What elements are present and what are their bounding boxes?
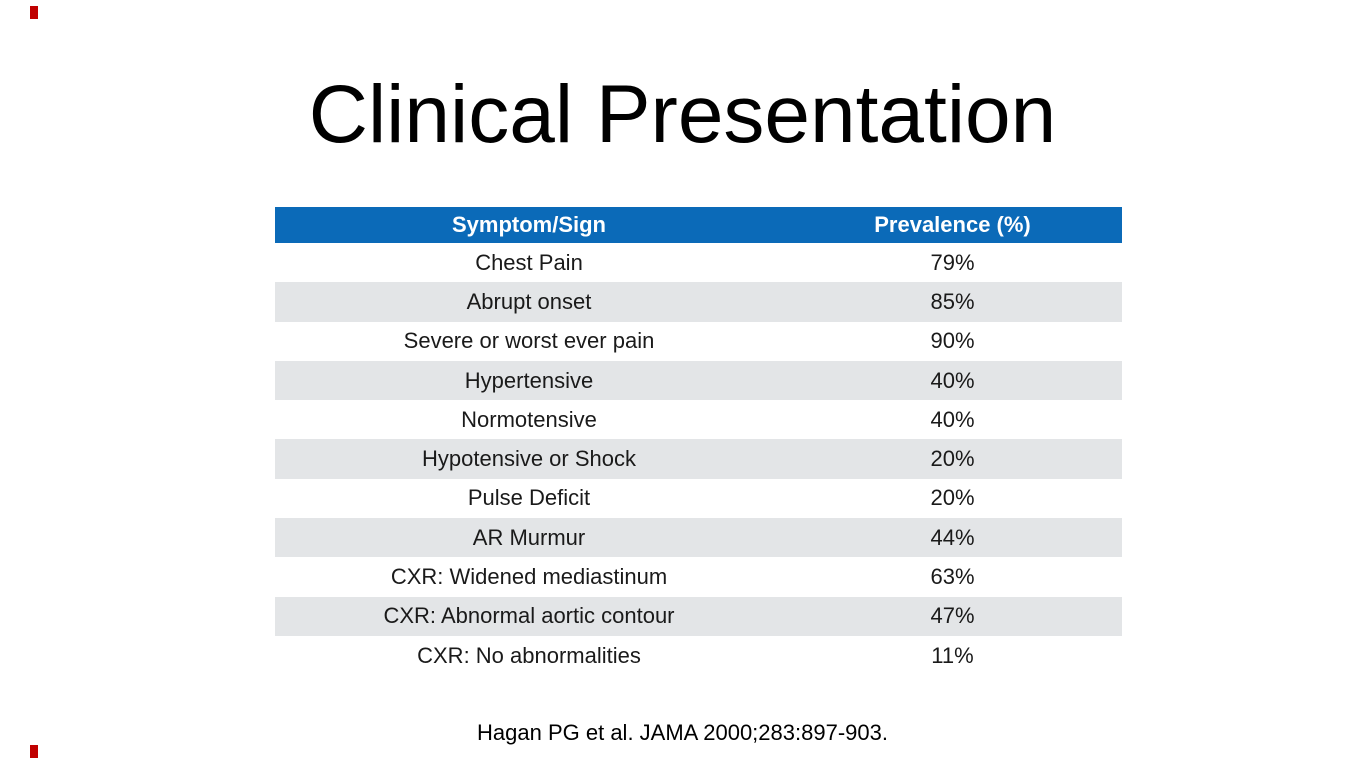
prevalence-cell: 44% xyxy=(930,524,975,550)
prevalence-cell: 85% xyxy=(930,288,975,314)
table-row: CXR: Widened mediastinum 63% xyxy=(275,557,1122,597)
table-row: CXR: Abnormal aortic contour 47% xyxy=(275,596,1122,636)
symptom-cell: Severe or worst ever pain xyxy=(403,328,655,354)
symptom-cell: AR Murmur xyxy=(472,524,586,550)
slide-border-mark-top xyxy=(30,6,38,19)
symptom-cell: CXR: No abnormalities xyxy=(417,642,641,668)
column-header-prevalence: Prevalence (%) xyxy=(874,212,1031,237)
table-row: Hypertensive 40% xyxy=(275,360,1122,401)
prevalence-cell: 11% xyxy=(931,642,974,668)
symptom-cell: Hypotensive or Shock xyxy=(422,446,636,472)
prevalence-cell: 40% xyxy=(930,367,975,393)
symptom-cell: Abrupt onset xyxy=(466,288,592,314)
table-row: Abrupt onset 85% xyxy=(275,282,1122,322)
column-header-symptom: Symptom/Sign xyxy=(451,212,606,237)
prevalence-cell: 63% xyxy=(930,564,975,590)
symptom-cell: CXR: Widened mediastinum xyxy=(390,564,668,590)
table-row: CXR: No abnormalities 11% xyxy=(275,635,1122,676)
symptom-cell: Chest Pain xyxy=(475,249,583,275)
table-header-row: Symptom/Sign Prevalence (%) xyxy=(275,207,1122,243)
prevalence-cell: 20% xyxy=(930,485,975,511)
symptom-cell: CXR: Abnormal aortic contour xyxy=(383,603,675,629)
prevalence-table: Symptom/Sign Prevalence (%) Chest Pain 7… xyxy=(275,207,1122,676)
citation: Hagan PG et al. JAMA 2000;283:897-903. xyxy=(477,720,888,745)
table-body: Chest Pain 79% Abrupt onset 85% Severe o… xyxy=(275,243,1122,676)
symptom-cell: Pulse Deficit xyxy=(467,485,591,511)
table-row: Severe or worst ever pain 90% xyxy=(275,321,1122,361)
table-row: Pulse Deficit 20% xyxy=(275,478,1122,519)
symptom-cell: Hypertensive xyxy=(464,367,594,393)
page-title: Clinical Presentation xyxy=(308,69,1057,160)
prevalence-cell: 90% xyxy=(930,328,975,354)
table-row: Chest Pain 79% xyxy=(275,243,1122,283)
table-row: AR Murmur 44% xyxy=(275,518,1122,558)
slide-border-mark-bottom xyxy=(30,745,38,758)
table-row: Normotensive 40% xyxy=(275,400,1122,440)
table-row: Hypotensive or Shock 20% xyxy=(275,439,1122,479)
prevalence-cell: 20% xyxy=(930,446,975,472)
prevalence-cell: 40% xyxy=(930,406,975,432)
symptom-cell: Normotensive xyxy=(461,406,597,432)
prevalence-cell: 47% xyxy=(930,603,975,629)
prevalence-cell: 79% xyxy=(930,249,975,275)
